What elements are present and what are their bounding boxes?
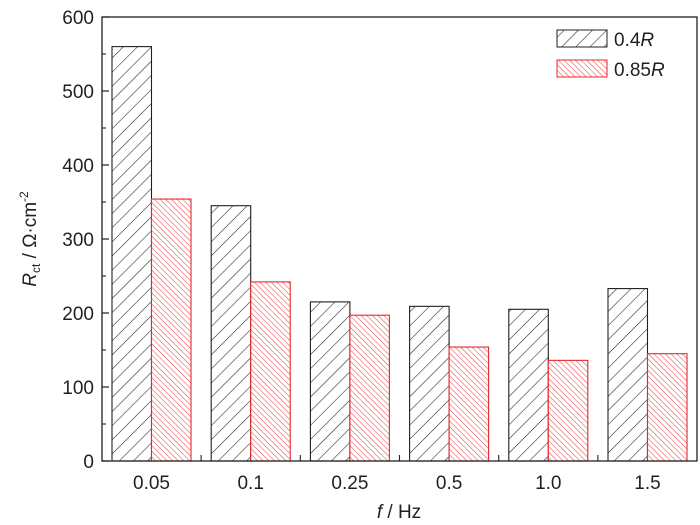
y-tick-label: 400 bbox=[62, 156, 94, 177]
bars-group bbox=[111, 46, 688, 462]
bar-0.4R-0.5 bbox=[409, 305, 450, 462]
legend-item-0.4R: 0.4R bbox=[556, 29, 654, 51]
bar-0.4R-0.1 bbox=[210, 205, 252, 462]
y-axis: 0 100 200 300 400 500 600 bbox=[62, 8, 109, 473]
bar-0.4R-0.05 bbox=[111, 46, 153, 462]
bar-0.85R-1.5 bbox=[646, 353, 688, 462]
x-tick-label: 0.1 bbox=[237, 473, 263, 494]
y-tick-label: 100 bbox=[62, 378, 94, 399]
y-tick-label: 200 bbox=[62, 304, 94, 325]
y-tick-label: 0 bbox=[83, 452, 94, 473]
y-tick-label: 600 bbox=[62, 8, 94, 29]
legend-swatch-red-hatch bbox=[556, 59, 608, 78]
legend-label: 0.4R bbox=[614, 30, 654, 51]
y-axis-title: Rct / Ω·cm-2 bbox=[17, 191, 43, 287]
y-tick-label: 300 bbox=[62, 230, 94, 251]
legend-swatch-black-hatch bbox=[556, 29, 608, 48]
x-tick-label: 0.5 bbox=[436, 473, 462, 494]
x-tick-label: 0.25 bbox=[331, 473, 368, 494]
x-tick-label: 1.5 bbox=[634, 473, 660, 494]
bar-0.4R-1.5 bbox=[607, 288, 649, 462]
legend: 0.4R 0.85R bbox=[556, 29, 665, 81]
bar-0.85R-0.05 bbox=[150, 198, 192, 462]
bar-0.4R-1.0 bbox=[508, 308, 549, 462]
legend-label: 0.85R bbox=[614, 60, 665, 81]
bar-0.85R-1.0 bbox=[547, 359, 589, 462]
bar-0.4R-0.25 bbox=[309, 301, 351, 462]
x-tick-label: 1.0 bbox=[535, 473, 561, 494]
bar-0.85R-0.25 bbox=[349, 314, 390, 462]
x-tick-label: 0.05 bbox=[133, 473, 170, 494]
bar-0.85R-0.5 bbox=[448, 346, 490, 462]
bar-0.85R-0.1 bbox=[250, 281, 291, 462]
x-axis-title: f / Hz bbox=[377, 502, 421, 523]
y-tick-label: 500 bbox=[62, 82, 94, 103]
legend-item-0.85R: 0.85R bbox=[556, 59, 665, 81]
x-axis: 0.05 0.1 0.25 0.5 1.0 1.5 bbox=[133, 455, 661, 494]
